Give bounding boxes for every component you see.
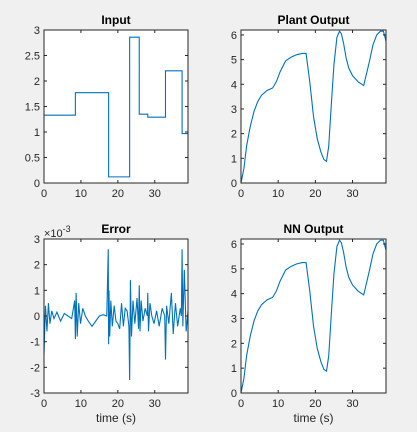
error-y-tick-label: -1 [30,337,40,349]
input-y-tick-label: 2 [34,76,40,88]
error-series-line [44,249,188,381]
plant-output-y-tick-label: 4 [231,79,237,91]
input-axes-frame [43,29,189,184]
plant-output-title: Plant Output [278,13,350,27]
nn-output-axes-frame [240,238,387,394]
error-axis-multiplier: ×10-3 [44,224,71,240]
nn-output-x-tick-label: 0 [238,398,244,410]
plant-output-x-tick-label: 20 [309,188,321,200]
input-x-tick-label: 30 [149,188,161,200]
input-series-line [44,36,188,178]
panel-plant-output: 0 10 20 30 0 1 2 3 4 5 6 Plant Output [231,13,387,200]
panel-input: 0 10 20 30 0 0.5 1 1.5 2 2.5 3 Input [25,13,189,200]
plant-output-x-tick-label: 0 [238,188,244,200]
error-y-tick-label: 2 [34,260,40,272]
input-y-tick-label: 1 [34,127,40,139]
panel-error: 0 10 20 30 -3 -2 -1 0 1 2 3 Error time (s) ×10-3 [30,222,189,425]
input-title: Input [101,13,130,27]
nn-output-y-tick-label: 2 [231,338,237,350]
plant-output-axes-frame [240,29,387,184]
error-y-tick-label: 3 [34,234,40,246]
plant-output-y-tick-label: 3 [231,104,237,116]
plant-output-x-tick-label: 30 [346,188,358,200]
error-title: Error [101,222,131,236]
plant-output-y-tick-label: 2 [231,129,237,141]
input-y-tick-label: 2.5 [25,51,40,63]
nn-output-x-tick-label: 30 [346,398,358,410]
plant-output-x-tick-label: 10 [272,188,284,200]
error-y-tick-label: 1 [34,285,40,297]
nn-output-x-axis-label: time (s) [294,411,334,425]
nn-output-plot-area [241,239,386,393]
nn-output-x-tick-label: 20 [309,398,321,410]
nn-output-title: NN Output [284,222,344,236]
error-x-tick-label: 0 [41,398,47,410]
input-plot-area [44,30,188,183]
error-x-tick-label: 20 [112,398,124,410]
nn-output-y-tick-label: 4 [231,289,237,301]
nn-output-y-tick-label: 3 [231,313,237,325]
nn-output-y-tick-label: 0 [231,388,237,400]
nn-output-y-tick-label: 6 [231,239,237,251]
error-y-tick-label: 0 [34,311,40,323]
plant-output-series-line [241,30,386,183]
panel-nn-output: 0 10 20 30 0 1 2 3 4 5 6 NN Output time (s) [231,222,387,425]
plant-output-plot-area [241,30,386,183]
nn-output-y-tick-label: 1 [231,363,237,375]
plant-output-y-tick-label: 1 [231,153,237,165]
error-y-tick-label: -3 [30,388,40,400]
input-y-tick-label: 1.5 [25,102,40,114]
plant-output-y-tick-label: 5 [231,55,237,67]
nn-output-series-line [241,239,386,393]
input-y-tick-label: 0.5 [25,153,40,165]
error-x-tick-label: 30 [149,398,161,410]
input-y-tick-label: 0 [34,178,40,190]
error-axis-multiplier-exponent: -3 [63,224,71,234]
plant-output-y-tick-label: 6 [231,30,237,42]
input-y-tick-label: 3 [34,25,40,37]
nn-output-y-tick-label: 5 [231,264,237,276]
error-axes-frame [43,238,189,394]
error-x-axis-label: time (s) [96,411,136,425]
nn-output-x-tick-label: 10 [272,398,284,410]
error-y-tick-label: -2 [30,362,40,374]
input-x-tick-label: 10 [75,188,87,200]
input-x-tick-label: 0 [41,188,47,200]
plant-output-y-tick-label: 0 [231,178,237,190]
error-x-tick-label: 10 [75,398,87,410]
input-x-tick-label: 20 [112,188,124,200]
